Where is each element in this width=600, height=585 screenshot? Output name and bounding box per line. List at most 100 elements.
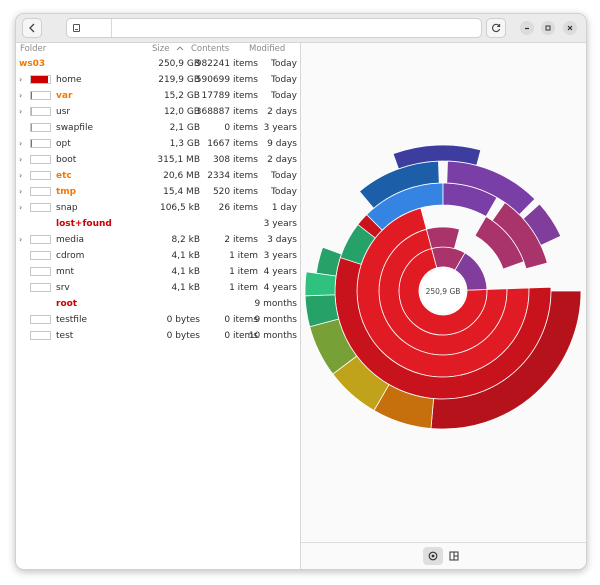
- expand-icon[interactable]: ›: [19, 187, 23, 196]
- usage-bar: [30, 107, 51, 116]
- folder-contents: 520 items: [212, 187, 258, 197]
- folder-modified: 4 years: [263, 283, 297, 293]
- ring-segment-var-level-2[interactable]: [425, 226, 461, 249]
- folder-contents: 0 items: [224, 331, 258, 341]
- folder-row-media[interactable]: › media 8,2 kB 2 items 3 days: [16, 232, 300, 248]
- folder-row-test[interactable]: test 0 bytes 0 items 10 months: [16, 328, 300, 344]
- refresh-icon: [492, 23, 501, 33]
- folder-name: media: [56, 235, 85, 245]
- close-button[interactable]: [563, 21, 577, 35]
- folder-row-testfile[interactable]: testfile 0 bytes 0 items 9 months: [16, 312, 300, 328]
- expand-icon[interactable]: ›: [19, 171, 23, 180]
- folder-size: 8,2 kB: [171, 235, 200, 245]
- folder-row-swapfile[interactable]: swapfile 2,1 GB 0 items 3 years: [16, 120, 300, 136]
- folder-row-snap[interactable]: › snap 106,5 kB 26 items 1 day: [16, 200, 300, 216]
- minimize-button[interactable]: [520, 21, 534, 35]
- folder-name: tmp: [56, 187, 77, 197]
- folder-size: 4,1 kB: [171, 283, 200, 293]
- folder-modified: Today: [270, 171, 297, 181]
- folder-row-var[interactable]: › var 15,2 GB 17789 items Today: [16, 88, 300, 104]
- expand-icon[interactable]: ›: [19, 155, 23, 164]
- path-segment-root[interactable]: [67, 19, 112, 37]
- chart-pane: 250,9 GB: [301, 43, 586, 569]
- column-header-folder[interactable]: Folder: [20, 44, 47, 54]
- back-button[interactable]: [22, 18, 42, 38]
- ring-chart-segments: [304, 144, 582, 430]
- folder-row-mnt[interactable]: mnt 4,1 kB 1 item 4 years: [16, 264, 300, 280]
- folder-name: var: [56, 91, 73, 101]
- ring-segment-violet[interactable]: [522, 203, 562, 246]
- folder-row-home[interactable]: › home 219,9 GB 590699 items Today: [16, 72, 300, 88]
- root-size: 250,9 GB: [158, 59, 200, 69]
- ring-segment-magenta-b[interactable]: [491, 201, 548, 270]
- folder-modified: Today: [270, 91, 297, 101]
- ring-chart[interactable]: 250,9 GB: [301, 43, 586, 543]
- treemap-icon: [449, 551, 459, 561]
- folder-modified: 1 day: [271, 203, 297, 213]
- minimize-icon: [525, 27, 529, 30]
- usage-bar-fill: [31, 108, 32, 115]
- folder-size: 20,6 MB: [163, 171, 200, 181]
- folder-name: boot: [56, 155, 77, 165]
- usage-bar: [30, 251, 51, 260]
- ring-segment-purple-b[interactable]: [446, 160, 536, 216]
- expand-icon[interactable]: ›: [19, 91, 23, 100]
- expand-icon[interactable]: ›: [19, 107, 23, 116]
- usage-bar: [30, 331, 51, 340]
- folder-size: 4,1 kB: [171, 267, 200, 277]
- column-header-modified[interactable]: Modified: [249, 44, 286, 54]
- treemap-view-button[interactable]: [444, 547, 464, 565]
- folder-row-cdrom[interactable]: cdrom 4,1 kB 1 item 3 years: [16, 248, 300, 264]
- folder-row-tmp[interactable]: › tmp 15,4 MB 520 items Today: [16, 184, 300, 200]
- close-icon: [567, 25, 573, 31]
- folder-size: 4,1 kB: [171, 251, 200, 261]
- folder-size: 0 bytes: [166, 331, 200, 341]
- folder-contents: 1667 items: [207, 139, 258, 149]
- refresh-button[interactable]: [486, 18, 506, 38]
- folder-contents: 368887 items: [195, 107, 258, 117]
- maximize-button[interactable]: [541, 21, 555, 35]
- column-header-contents[interactable]: Contents: [191, 44, 230, 54]
- view-switcher: [301, 542, 586, 569]
- folder-row-srv[interactable]: srv 4,1 kB 1 item 4 years: [16, 280, 300, 296]
- usage-bar: [30, 123, 51, 132]
- folder-modified: 3 days: [267, 235, 297, 245]
- folder-row-opt[interactable]: › opt 1,3 GB 1667 items 9 days: [16, 136, 300, 152]
- folder-name: test: [56, 331, 74, 341]
- expand-icon[interactable]: ›: [19, 203, 23, 212]
- folder-contents: 1 item: [229, 283, 258, 293]
- expand-icon[interactable]: ›: [19, 139, 23, 148]
- ring-chart-view-button[interactable]: [423, 547, 443, 565]
- folder-name: swapfile: [56, 123, 93, 133]
- expand-icon[interactable]: ›: [19, 235, 23, 244]
- ring-segment-usr[interactable]: [454, 252, 488, 291]
- ring-segment-blue-b[interactable]: [358, 160, 440, 209]
- usage-bar-fill: [31, 92, 33, 99]
- folder-row-lost-found[interactable]: lost+found 3 years: [16, 216, 300, 232]
- usage-bar: [30, 235, 51, 244]
- root-name: ws03: [19, 59, 46, 69]
- folder-size: 15,2 GB: [163, 91, 200, 101]
- column-header-size[interactable]: Size: [152, 43, 184, 55]
- folder-modified: 9 months: [254, 299, 298, 309]
- folder-size: 2,1 GB: [169, 123, 200, 133]
- folder-modified: 4 years: [263, 267, 297, 277]
- usage-bar: [30, 155, 51, 164]
- usage-bar: [30, 283, 51, 292]
- root-row[interactable]: ws03 250,9 GB 982241 items Today: [16, 56, 300, 72]
- ring-chart-center[interactable]: [421, 269, 465, 313]
- folder-row-boot[interactable]: › boot 315,1 MB 308 items 2 days: [16, 152, 300, 168]
- folder-contents: 590699 items: [195, 75, 258, 85]
- expand-icon[interactable]: ›: [19, 75, 23, 84]
- folder-size: 315,1 MB: [157, 155, 200, 165]
- usage-bar: [30, 91, 51, 100]
- folder-row-etc[interactable]: › etc 20,6 MB 2334 items Today: [16, 168, 300, 184]
- folder-modified: 2 days: [267, 155, 297, 165]
- ring-segment-home-sub-h[interactable]: [339, 223, 376, 265]
- folder-row-usr[interactable]: › usr 12,0 GB 368887 items 2 days: [16, 104, 300, 120]
- folder-contents: 2 items: [224, 235, 258, 245]
- folder-name: srv: [56, 283, 70, 293]
- folder-modified: 3 years: [263, 219, 297, 229]
- folder-row-root[interactable]: root 9 months: [16, 296, 300, 312]
- folder-name: home: [56, 75, 82, 85]
